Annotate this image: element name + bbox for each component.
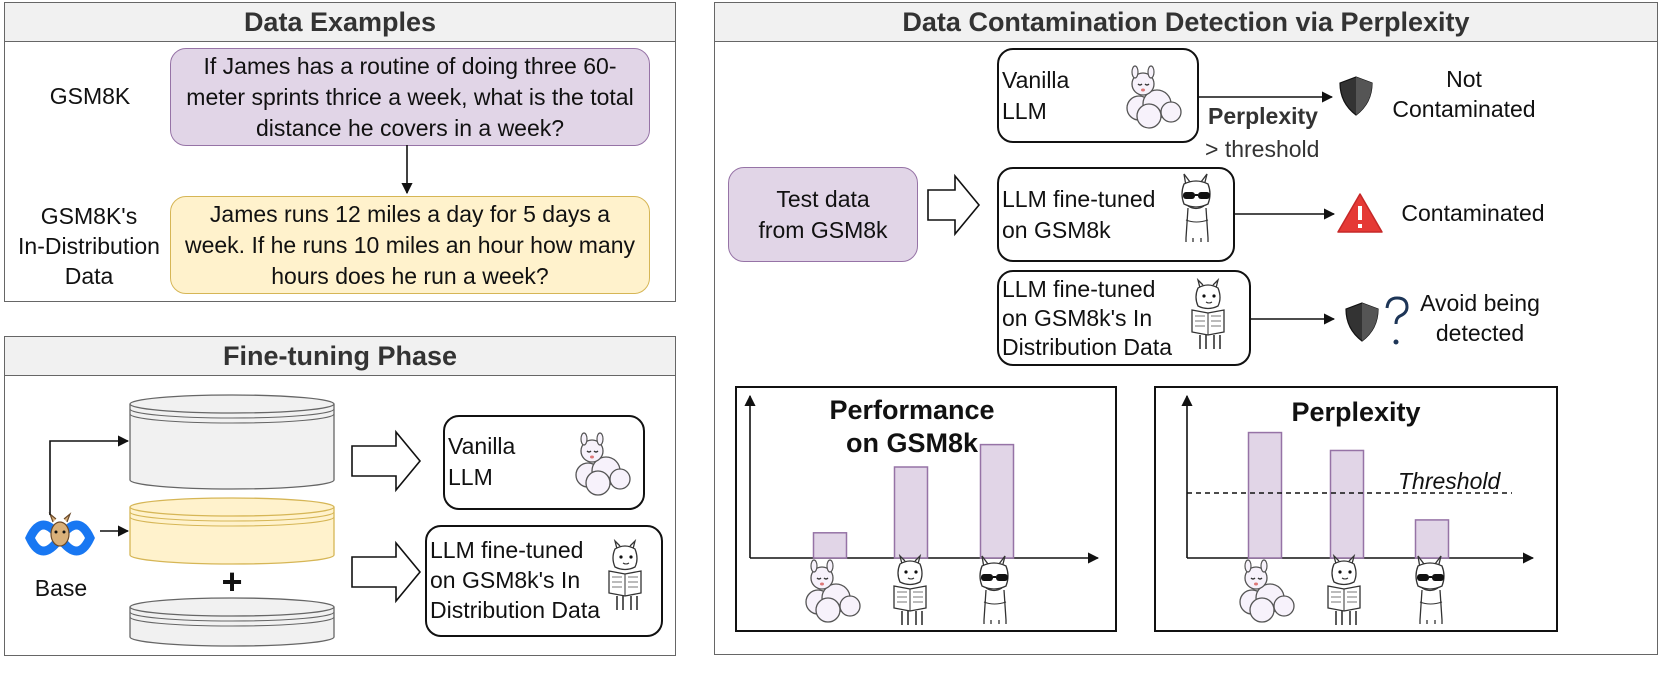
bar-id-tuned-llama [895, 467, 928, 558]
alpaca-icon [1240, 560, 1294, 622]
performance-bars [814, 445, 1014, 558]
llama-reading-newspaper-icon [609, 541, 641, 610]
shield-question-icon [1346, 298, 1407, 345]
block-arrow-1 [352, 432, 420, 490]
bar-id-tuned-llama [1331, 450, 1364, 558]
perplexity-bars [1249, 433, 1449, 558]
id-data-cylinder-icon [130, 498, 334, 564]
uncontaminated-cylinder-icon [130, 395, 334, 489]
llama-reading-newspaper-icon [1192, 280, 1224, 349]
shield-icon [1340, 77, 1372, 115]
block-arrow-2 [352, 543, 420, 601]
warning-icon [1338, 194, 1382, 232]
llama-sunglasses-icon [980, 556, 1008, 624]
bar-gsm8k-tuned-llama [1416, 520, 1449, 558]
bar-gsm8k-tuned-llama [981, 445, 1014, 558]
block-arrow-3 [928, 176, 979, 234]
sft-data-cylinder-icon [130, 598, 334, 646]
llama-sunglasses-icon [1182, 174, 1210, 242]
alpaca-icon [1127, 66, 1181, 128]
bar-vanilla-llama [1249, 433, 1282, 558]
meta-llama-logo [30, 514, 90, 551]
llama-reading-newspaper-icon [1328, 556, 1360, 625]
alpaca-icon [806, 560, 860, 622]
bar-vanilla-llama [814, 533, 847, 558]
llama-reading-newspaper-icon [894, 556, 926, 625]
alpaca-icon [576, 433, 630, 495]
llama-sunglasses-icon [1416, 556, 1444, 624]
